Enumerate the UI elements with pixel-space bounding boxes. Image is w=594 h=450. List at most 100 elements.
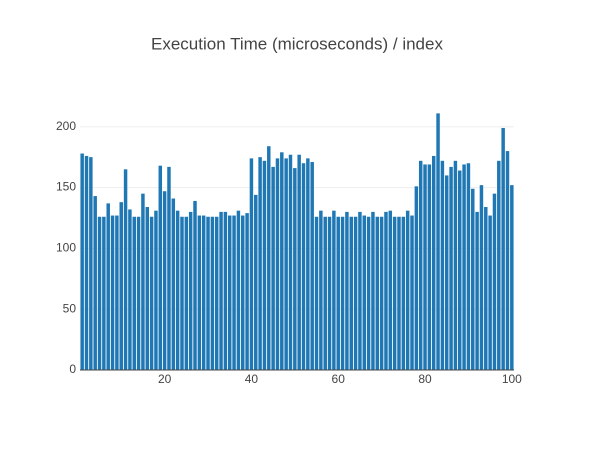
- bar: [223, 211, 228, 370]
- bar: [349, 216, 353, 370]
- chart-title: Execution Time (microseconds) / index: [151, 34, 443, 53]
- bar: [293, 168, 297, 370]
- bar: [501, 127, 505, 370]
- bar: [167, 166, 171, 370]
- bar: [384, 211, 388, 370]
- bar: [227, 215, 232, 370]
- bar: [249, 158, 254, 370]
- bar: [97, 216, 102, 370]
- bar: [462, 164, 466, 370]
- bar: [158, 165, 163, 370]
- bar: [392, 216, 397, 370]
- bar: [128, 209, 132, 370]
- bar: [132, 216, 136, 370]
- bar: [366, 216, 371, 370]
- bar: [488, 215, 492, 370]
- bar: [444, 175, 449, 370]
- bar: [314, 216, 319, 370]
- bar: [180, 216, 184, 370]
- bar: [484, 207, 488, 370]
- x-tick-label: 100: [502, 372, 522, 386]
- bar: [310, 162, 314, 370]
- bar: [280, 152, 284, 370]
- bar: [410, 215, 414, 370]
- bar: [149, 216, 154, 370]
- bar: [123, 169, 128, 370]
- bar: [175, 210, 180, 370]
- bar: [453, 160, 458, 370]
- bar: [162, 191, 167, 370]
- bar: [336, 216, 340, 370]
- bar: [184, 216, 189, 370]
- bar: [236, 210, 241, 370]
- bar: [171, 198, 176, 370]
- bar: [106, 203, 110, 370]
- bar: [327, 216, 332, 370]
- bar: [284, 158, 288, 370]
- bar: [505, 151, 510, 370]
- bar: [232, 215, 236, 370]
- bar: [201, 215, 206, 370]
- bar: [323, 216, 327, 370]
- bar: [497, 160, 501, 370]
- bar: [319, 210, 323, 370]
- bar: [375, 216, 380, 370]
- bar: [466, 163, 471, 370]
- bar: [423, 164, 427, 370]
- bar: [84, 155, 89, 370]
- bar: [267, 146, 271, 370]
- y-tick-label: 50: [63, 301, 77, 315]
- bar: [275, 158, 280, 370]
- bar: [358, 211, 362, 370]
- x-tick-label: 40: [245, 372, 259, 386]
- bar: [80, 153, 84, 370]
- bar: [371, 211, 375, 370]
- bar: [332, 210, 336, 370]
- bar: [119, 202, 123, 370]
- bar: [288, 154, 293, 370]
- bar: [110, 215, 115, 370]
- bar: [197, 215, 202, 370]
- bar: [440, 160, 445, 370]
- bar: [475, 211, 479, 370]
- bar: [258, 157, 262, 370]
- bar: [401, 216, 406, 370]
- bar: [340, 216, 345, 370]
- bar: [219, 211, 223, 370]
- bar: [297, 154, 301, 370]
- bar: [397, 216, 401, 370]
- bar: [193, 200, 197, 370]
- bar: [145, 207, 150, 370]
- bar: [136, 216, 141, 370]
- bar: [188, 211, 193, 370]
- y-tick-label: 150: [56, 180, 76, 194]
- bar: [458, 170, 462, 370]
- bar: [154, 210, 158, 370]
- bar: [492, 193, 497, 370]
- bar: [241, 215, 245, 370]
- x-tick-label: 20: [158, 372, 172, 386]
- y-tick-label: 200: [56, 119, 76, 133]
- bar: [414, 186, 419, 370]
- bar: [479, 185, 484, 370]
- x-tick-label: 80: [418, 372, 432, 386]
- bar: [431, 155, 436, 370]
- x-tick-label: 60: [332, 372, 346, 386]
- bar: [245, 213, 249, 370]
- bar: [345, 211, 349, 370]
- bar: [405, 210, 410, 370]
- bar: [436, 113, 440, 370]
- bar: [262, 160, 267, 370]
- bar: [306, 158, 310, 370]
- bar: [89, 157, 93, 370]
- bar: [301, 163, 306, 370]
- y-tick-label: 100: [56, 241, 76, 255]
- y-tick-label: 0: [69, 362, 76, 376]
- bar: [210, 216, 215, 370]
- bar: [214, 216, 219, 370]
- bar: [102, 216, 106, 370]
- bar: [115, 215, 119, 370]
- bar: [353, 216, 358, 370]
- bar: [93, 196, 97, 370]
